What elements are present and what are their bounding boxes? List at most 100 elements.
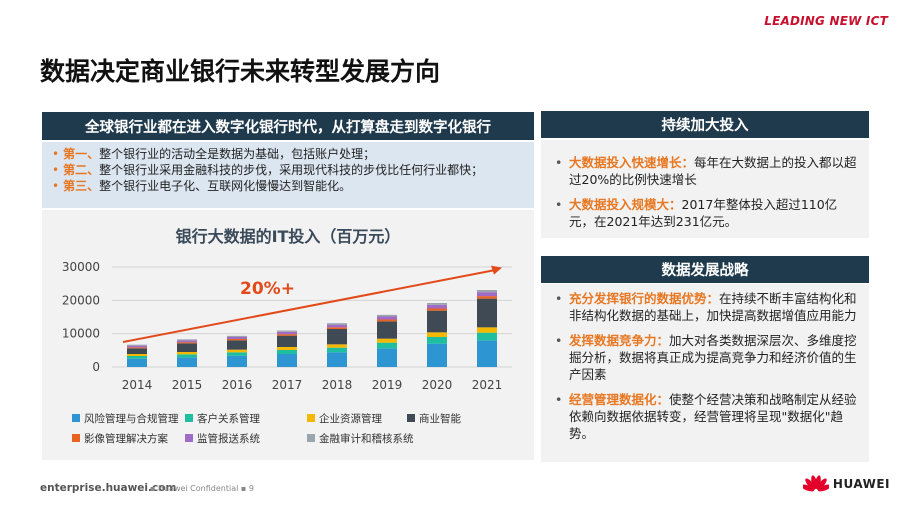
bar-segment	[227, 352, 247, 356]
legend-label: 金融审计和稽核系统	[319, 432, 414, 445]
bullet-lead: 第一、	[63, 147, 100, 161]
left-banner: 全球银行业都在进入数字化银行时代，从打算盘走到数字化银行	[42, 112, 534, 140]
legend-swatch	[307, 414, 315, 422]
list-item: • 第一、整个银行业的活动全是数据为基础，包括账户处理；	[52, 146, 526, 162]
huawei-flower-icon	[802, 475, 829, 492]
legend-swatch	[72, 414, 80, 422]
x-tick-label: 2014	[122, 378, 153, 392]
footer-site-link[interactable]: enterprise.huawei.com	[40, 482, 177, 494]
bar-segment	[177, 357, 197, 367]
chart-panel: 银行大数据的IT投入（百万元） 0 10000 20000 30000 2014 2015 2…	[42, 210, 534, 460]
item-text: 每年在大数据上的投入都以超过20%的比例快速增长	[569, 155, 857, 187]
chart-title: 银行大数据的IT投入（百万元）	[176, 227, 401, 246]
bullet-box: • 第一、整个银行业的活动全是数据为基础，包括账户处理； • 第二、整个银行业采用金…	[42, 142, 534, 208]
bar-segment	[327, 324, 347, 328]
list-item: • 大数据投入规模大：2017年整体投入超过110亿元，在2021年达到231亿元…	[555, 196, 859, 230]
x-tick-label: 2018	[322, 378, 353, 392]
bullet-text: 整个银行业电子化、互联网化慢慢达到智能化。	[99, 179, 352, 193]
bar-segment	[427, 343, 447, 367]
bullet-icon: •	[555, 333, 563, 348]
legend-label: 企业资源管理	[319, 412, 382, 425]
bar-segment	[477, 332, 497, 341]
bar-segment	[377, 338, 397, 343]
page-title: 数据决定商业银行未来转型发展方向	[40, 57, 441, 86]
list-item: • 经营管理数据化：使整个经营决策和战略制定从经验依赖向数据依据转变，经营管理将呈…	[555, 391, 859, 442]
bar-segment	[477, 292, 497, 297]
item-lead: 大数据投入快速增长：	[569, 155, 695, 170]
bar-segment	[327, 323, 347, 325]
bar-segment	[427, 304, 447, 309]
bar-segment	[427, 303, 447, 305]
bullet-icon: •	[555, 392, 563, 407]
y-tick-label: 10000	[62, 327, 100, 341]
legend-label: 影像管理解决方案	[84, 432, 168, 445]
bar-segment	[127, 347, 147, 349]
x-tick-label: 2020	[422, 378, 453, 392]
footer-confidential: ▪ Huawei Confidential ▪ 9	[150, 484, 254, 493]
bar-segment	[127, 344, 147, 346]
growth-annotation: 20%+	[240, 279, 295, 299]
bullet-text: 整个银行业的活动全是数据为基础，包括账户处理；	[99, 147, 376, 161]
growth-arrow-head	[491, 265, 502, 275]
list-item: • 第三、整个银行业电子化、互联网化慢慢达到智能化。	[52, 178, 526, 194]
item-text: 使整个经营决策和战略制定从经验依赖向数据依据转变，经营管理将呈现"数据化"趋势。	[569, 392, 857, 441]
bar-segment	[327, 347, 347, 353]
bar-segment	[227, 340, 247, 350]
bar-segment	[477, 298, 497, 328]
huawei-logo: HUAWEI	[802, 474, 890, 494]
bar-segment	[127, 354, 147, 356]
bar-segment	[127, 358, 147, 367]
strategy-box: • 充分发挥银行的数据优势：在持续不断丰富结构化和非结构化数据的基础上，加快提高数…	[541, 284, 869, 462]
list-item: • 第二、整个银行业采用金融科技的步伐，采用现代科技的步伐比任何行业都快；	[52, 162, 526, 178]
bar-segment	[127, 345, 147, 348]
bar-segment	[177, 343, 197, 352]
bar-segment	[227, 349, 247, 353]
bar-segment	[127, 348, 147, 354]
bar-segment	[327, 327, 347, 329]
bar-segment	[227, 337, 247, 339]
bar-segment	[377, 316, 397, 320]
x-tick-label: 2019	[372, 378, 403, 392]
legend-swatch	[185, 434, 193, 442]
item-lead: 经营管理数据化：	[569, 392, 670, 407]
list-item: • 大数据投入快速增长：每年在大数据上的投入都以超过20%的比例快速增长	[555, 154, 859, 188]
strategy-header: 数据发展战略	[541, 256, 869, 283]
bar-segment	[477, 340, 497, 367]
bar-segment	[377, 342, 397, 349]
x-tick-label: 2015	[172, 378, 203, 392]
bar-segment	[177, 340, 197, 343]
bar-segment	[377, 348, 397, 367]
bar-segment	[277, 350, 297, 354]
item-lead: 发挥数据竞争力：	[569, 333, 670, 348]
legend-label: 风险管理与合规管理	[84, 412, 179, 425]
bullet-icon: •	[555, 197, 563, 212]
list-item: • 发挥数据竞争力：加大对各类数据深层次、多维度挖掘分析，数据将真正成为提高竞争力…	[555, 332, 859, 383]
x-tick-label: 2021	[472, 378, 503, 392]
bar-segment	[277, 347, 297, 350]
legend-swatch	[72, 434, 80, 442]
item-lead: 大数据投入规模大：	[569, 197, 682, 212]
item-text: 加大对各类数据深层次、多维度挖掘分析，数据将真正成为提高竞争力和经济价值的生产因…	[569, 333, 857, 382]
bar-segment	[227, 355, 247, 367]
bar-segment	[427, 337, 447, 344]
bar-segment	[227, 339, 247, 341]
bullet-icon: •	[52, 163, 60, 177]
bar-segment	[177, 352, 197, 355]
legend-swatch	[307, 434, 315, 442]
bullet-icon: •	[52, 147, 60, 161]
legend-label: 监管报送系统	[197, 432, 260, 445]
bullet-icon: •	[52, 179, 60, 193]
bar-segment	[377, 319, 397, 322]
legend-swatch	[185, 414, 193, 422]
y-tick-label: 20000	[62, 293, 100, 307]
growth-arrow-line	[122, 269, 495, 343]
bullet-icon: •	[555, 291, 563, 306]
invest-header: 持续加大投入	[541, 111, 869, 138]
invest-box: • 大数据投入快速增长：每年在大数据上的投入都以超过20%的比例快速增长 • 大数据…	[541, 140, 869, 238]
bar-segment	[327, 344, 347, 348]
bar-segment	[177, 339, 197, 341]
x-tick-label: 2017	[272, 378, 303, 392]
logo-text: HUAWEI	[832, 477, 890, 491]
bar-segment	[177, 342, 197, 344]
legend-label: 客户关系管理	[197, 412, 260, 425]
